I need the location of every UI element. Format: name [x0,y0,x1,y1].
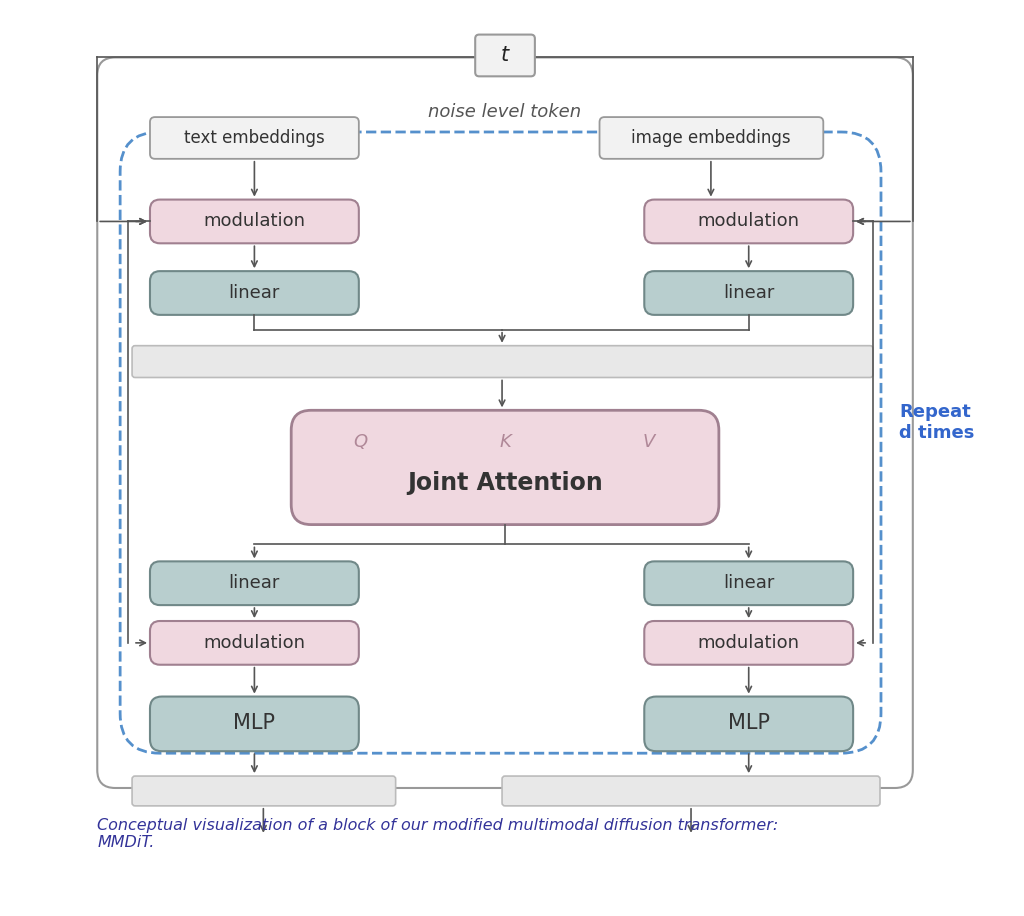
FancyBboxPatch shape [644,621,853,665]
FancyBboxPatch shape [132,776,395,806]
Text: linear: linear [723,574,774,593]
FancyBboxPatch shape [502,776,880,806]
FancyBboxPatch shape [475,35,535,76]
FancyBboxPatch shape [97,58,912,788]
FancyBboxPatch shape [599,117,823,158]
Text: t: t [501,46,509,65]
FancyBboxPatch shape [291,410,719,525]
Text: Joint Attention: Joint Attention [408,471,603,495]
Text: K: K [499,433,511,451]
Text: MLP: MLP [233,714,275,734]
FancyBboxPatch shape [644,696,853,751]
Text: modulation: modulation [697,213,800,231]
Text: Repeat
d times: Repeat d times [899,403,974,442]
FancyBboxPatch shape [150,200,358,244]
Text: image embeddings: image embeddings [631,129,791,147]
Text: modulation: modulation [204,634,305,652]
FancyBboxPatch shape [644,562,853,605]
FancyBboxPatch shape [150,271,358,315]
Text: V: V [643,433,655,451]
FancyBboxPatch shape [150,117,358,158]
FancyBboxPatch shape [644,200,853,244]
FancyBboxPatch shape [644,271,853,315]
FancyBboxPatch shape [150,562,358,605]
FancyBboxPatch shape [150,696,358,751]
Text: linear: linear [228,284,281,302]
FancyBboxPatch shape [132,345,873,377]
FancyBboxPatch shape [150,621,358,665]
Text: modulation: modulation [204,213,305,231]
Text: noise level token: noise level token [428,104,582,121]
Text: modulation: modulation [697,634,800,652]
Text: Conceptual visualization of a block of our modified multimodal diffusion transfo: Conceptual visualization of a block of o… [97,818,778,850]
Text: MLP: MLP [728,714,770,734]
Text: linear: linear [723,284,774,302]
Text: Q: Q [353,433,368,451]
Text: linear: linear [228,574,281,593]
Text: text embeddings: text embeddings [184,129,325,147]
